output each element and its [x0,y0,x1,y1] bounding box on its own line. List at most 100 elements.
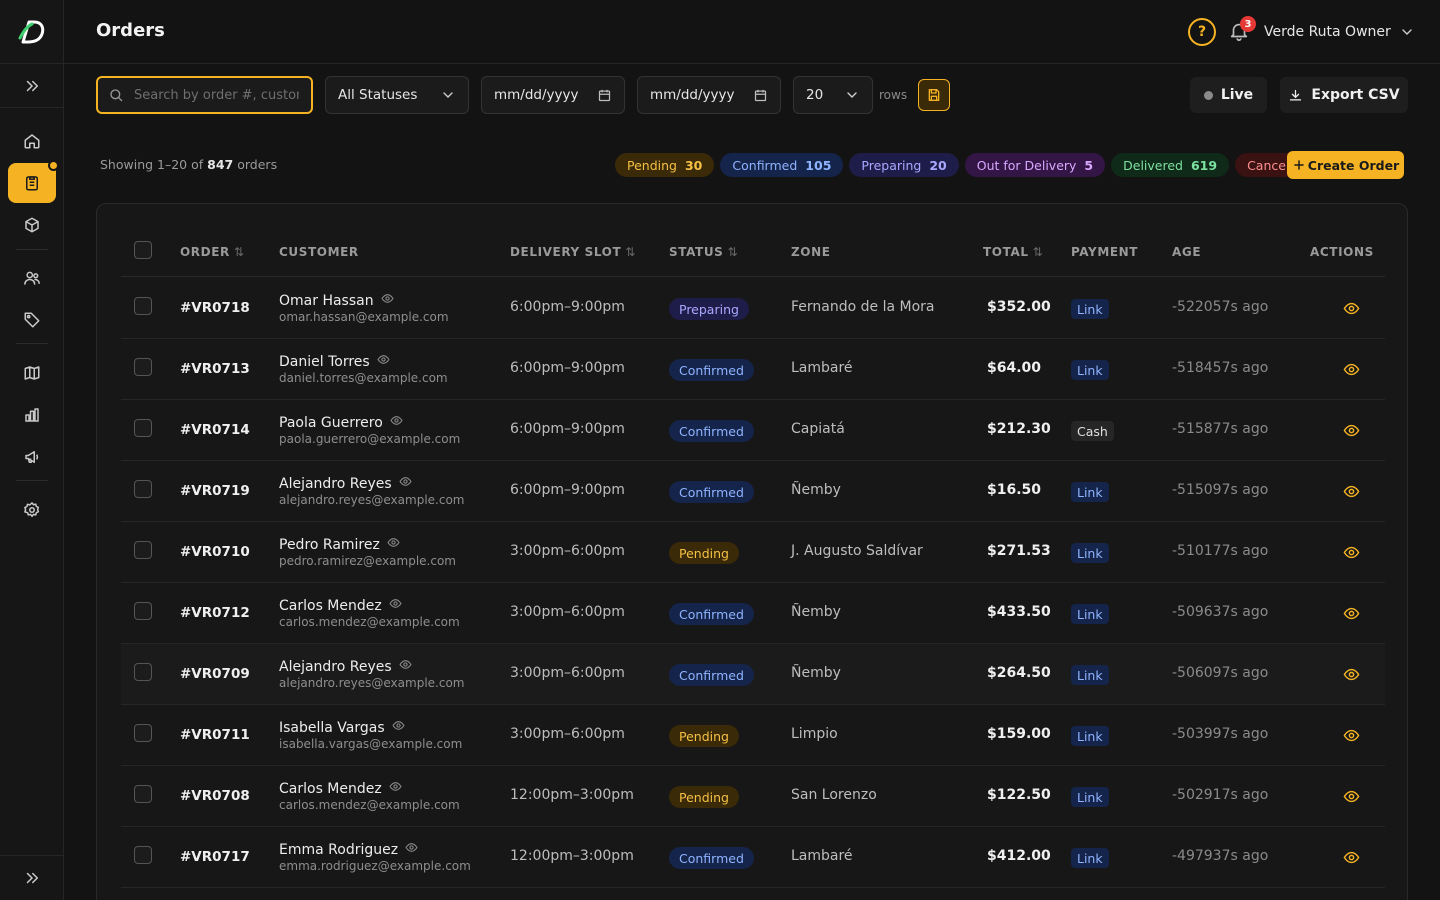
app-logo[interactable] [14,16,50,48]
payment-badge: Link [1071,482,1109,502]
chip-confirmed[interactable]: Confirmed 105 [720,153,844,177]
view-order-icon[interactable] [1343,483,1360,504]
view-order-icon[interactable] [1343,544,1360,565]
order-id[interactable]: #VR0718 [180,300,250,316]
column-header-status[interactable]: STATUS ⇅ [669,245,739,259]
table-row[interactable]: #VR0717 Emma Rodriguez emma.rodriguez@exam… [121,827,1385,888]
megaphone-icon[interactable] [8,437,56,477]
customer-name[interactable]: Pedro Ramirez [279,536,380,553]
view-order-icon[interactable] [1343,605,1360,626]
sidebar [0,0,64,900]
customer-name[interactable]: Alejandro Reyes [279,475,392,492]
row-checkbox[interactable] [134,663,152,681]
expand-sidebar-icon[interactable] [8,66,56,106]
customer-name[interactable]: Daniel Torres [279,353,370,370]
date-from-input[interactable]: mm/dd/yyyy [481,76,625,114]
table-row[interactable]: #VR0712 Carlos Mendez carlos.mendez@exampl… [121,583,1385,644]
row-checkbox[interactable] [134,419,152,437]
tag-icon[interactable] [8,300,56,340]
order-id[interactable]: #VR0717 [180,849,250,865]
table-row[interactable]: #VR0718 Omar Hassan omar.hassan@example.co… [121,278,1385,339]
table-row[interactable]: #VR0711 Isabella Vargas isabella.vargas@ex… [121,705,1385,766]
row-checkbox[interactable] [134,724,152,742]
help-icon[interactable]: ? [1188,18,1216,46]
table-row[interactable]: #VR0709 Alejandro Reyes alejandro.reyes@ex… [121,644,1385,705]
customer-name[interactable]: Carlos Mendez [279,780,382,797]
view-order-icon[interactable] [1343,422,1360,443]
view-customer-icon[interactable] [387,536,400,553]
view-order-icon[interactable] [1343,727,1360,748]
home-icon[interactable] [8,121,56,161]
save-filter-button[interactable] [918,79,950,111]
bar-chart-icon[interactable] [8,395,56,435]
customer-name[interactable]: Paola Guerrero [279,414,383,431]
view-customer-icon[interactable] [389,597,402,614]
row-checkbox[interactable] [134,785,152,803]
view-order-icon[interactable] [1343,300,1360,321]
chip-out-for-delivery[interactable]: Out for Delivery 5 [964,153,1106,177]
orders-icon[interactable] [8,160,59,203]
order-id[interactable]: #VR0711 [180,727,250,743]
view-customer-icon[interactable] [399,658,412,675]
user-menu[interactable]: Verde Ruta Owner [1264,22,1415,42]
customer-name[interactable]: Omar Hassan [279,292,374,309]
view-order-icon[interactable] [1343,666,1360,687]
map-icon[interactable] [8,353,56,393]
order-id[interactable]: #VR0719 [180,483,250,499]
order-id[interactable]: #VR0714 [180,422,250,438]
order-id[interactable]: #VR0709 [180,666,250,682]
export-csv-button[interactable]: Export CSV [1280,77,1408,113]
column-header-order[interactable]: ORDER ⇅ [180,245,245,259]
collapse-sidebar-icon[interactable] [8,858,56,898]
table-row[interactable]: #VR0719 Alejandro Reyes alejandro.reyes@ex… [121,461,1385,522]
view-customer-icon[interactable] [389,780,402,797]
calendar-icon[interactable] [753,88,768,103]
row-checkbox[interactable] [134,358,152,376]
column-header-delivery-slot[interactable]: DELIVERY SLOT ⇅ [510,245,636,259]
rows-per-page-select[interactable]: 20 [793,76,873,114]
view-order-icon[interactable] [1343,361,1360,382]
table-row[interactable]: #VR0708 Carlos Mendez carlos.mendez@exampl… [121,766,1385,827]
view-customer-icon[interactable] [392,719,405,736]
live-toggle-button[interactable]: Live [1190,77,1267,113]
date-from-value: mm/dd/yyyy [494,87,579,103]
create-order-button[interactable]: Create Order [1287,151,1404,179]
view-customer-icon[interactable] [405,841,418,858]
chip-delivered[interactable]: Delivered 619 [1111,153,1230,177]
select-all-checkbox[interactable] [134,241,152,259]
order-id[interactable]: #VR0713 [180,361,250,377]
customer-name[interactable]: Alejandro Reyes [279,658,392,675]
view-customer-icon[interactable] [377,353,390,370]
search-input[interactable] [134,87,299,103]
row-checkbox[interactable] [134,297,152,315]
order-id[interactable]: #VR0712 [180,605,250,621]
order-id[interactable]: #VR0710 [180,544,250,560]
view-customer-icon[interactable] [399,475,412,492]
view-order-icon[interactable] [1343,788,1360,809]
chip-preparing[interactable]: Preparing 20 [849,153,959,177]
customer-name[interactable]: Isabella Vargas [279,719,385,736]
search-box[interactable] [96,76,313,114]
users-icon[interactable] [8,258,56,298]
customer-email: emma.rodriguez@example.com [279,859,471,873]
view-customer-icon[interactable] [381,292,394,309]
row-checkbox[interactable] [134,541,152,559]
view-order-icon[interactable] [1343,849,1360,870]
row-checkbox[interactable] [134,480,152,498]
calendar-icon[interactable] [597,88,612,103]
date-to-input[interactable]: mm/dd/yyyy [637,76,781,114]
gear-icon[interactable] [8,490,56,530]
view-customer-icon[interactable] [390,414,403,431]
table-row[interactable]: #VR0714 Paola Guerrero paola.guerrero@exam… [121,400,1385,461]
customer-name[interactable]: Emma Rodriguez [279,841,399,858]
row-checkbox[interactable] [134,846,152,864]
box-icon[interactable] [8,205,56,245]
column-header-total[interactable]: TOTAL ⇅ [983,245,1044,259]
row-checkbox[interactable] [134,602,152,620]
chip-pending[interactable]: Pending 30 [615,153,715,177]
order-id[interactable]: #VR0708 [180,788,250,804]
table-row[interactable]: #VR0713 Daniel Torres daniel.torres@exampl… [121,339,1385,400]
table-row[interactable]: #VR0710 Pedro Ramirez pedro.ramirez@exampl… [121,522,1385,583]
customer-name[interactable]: Carlos Mendez [279,597,382,614]
status-filter-select[interactable]: All Statuses [325,76,469,114]
